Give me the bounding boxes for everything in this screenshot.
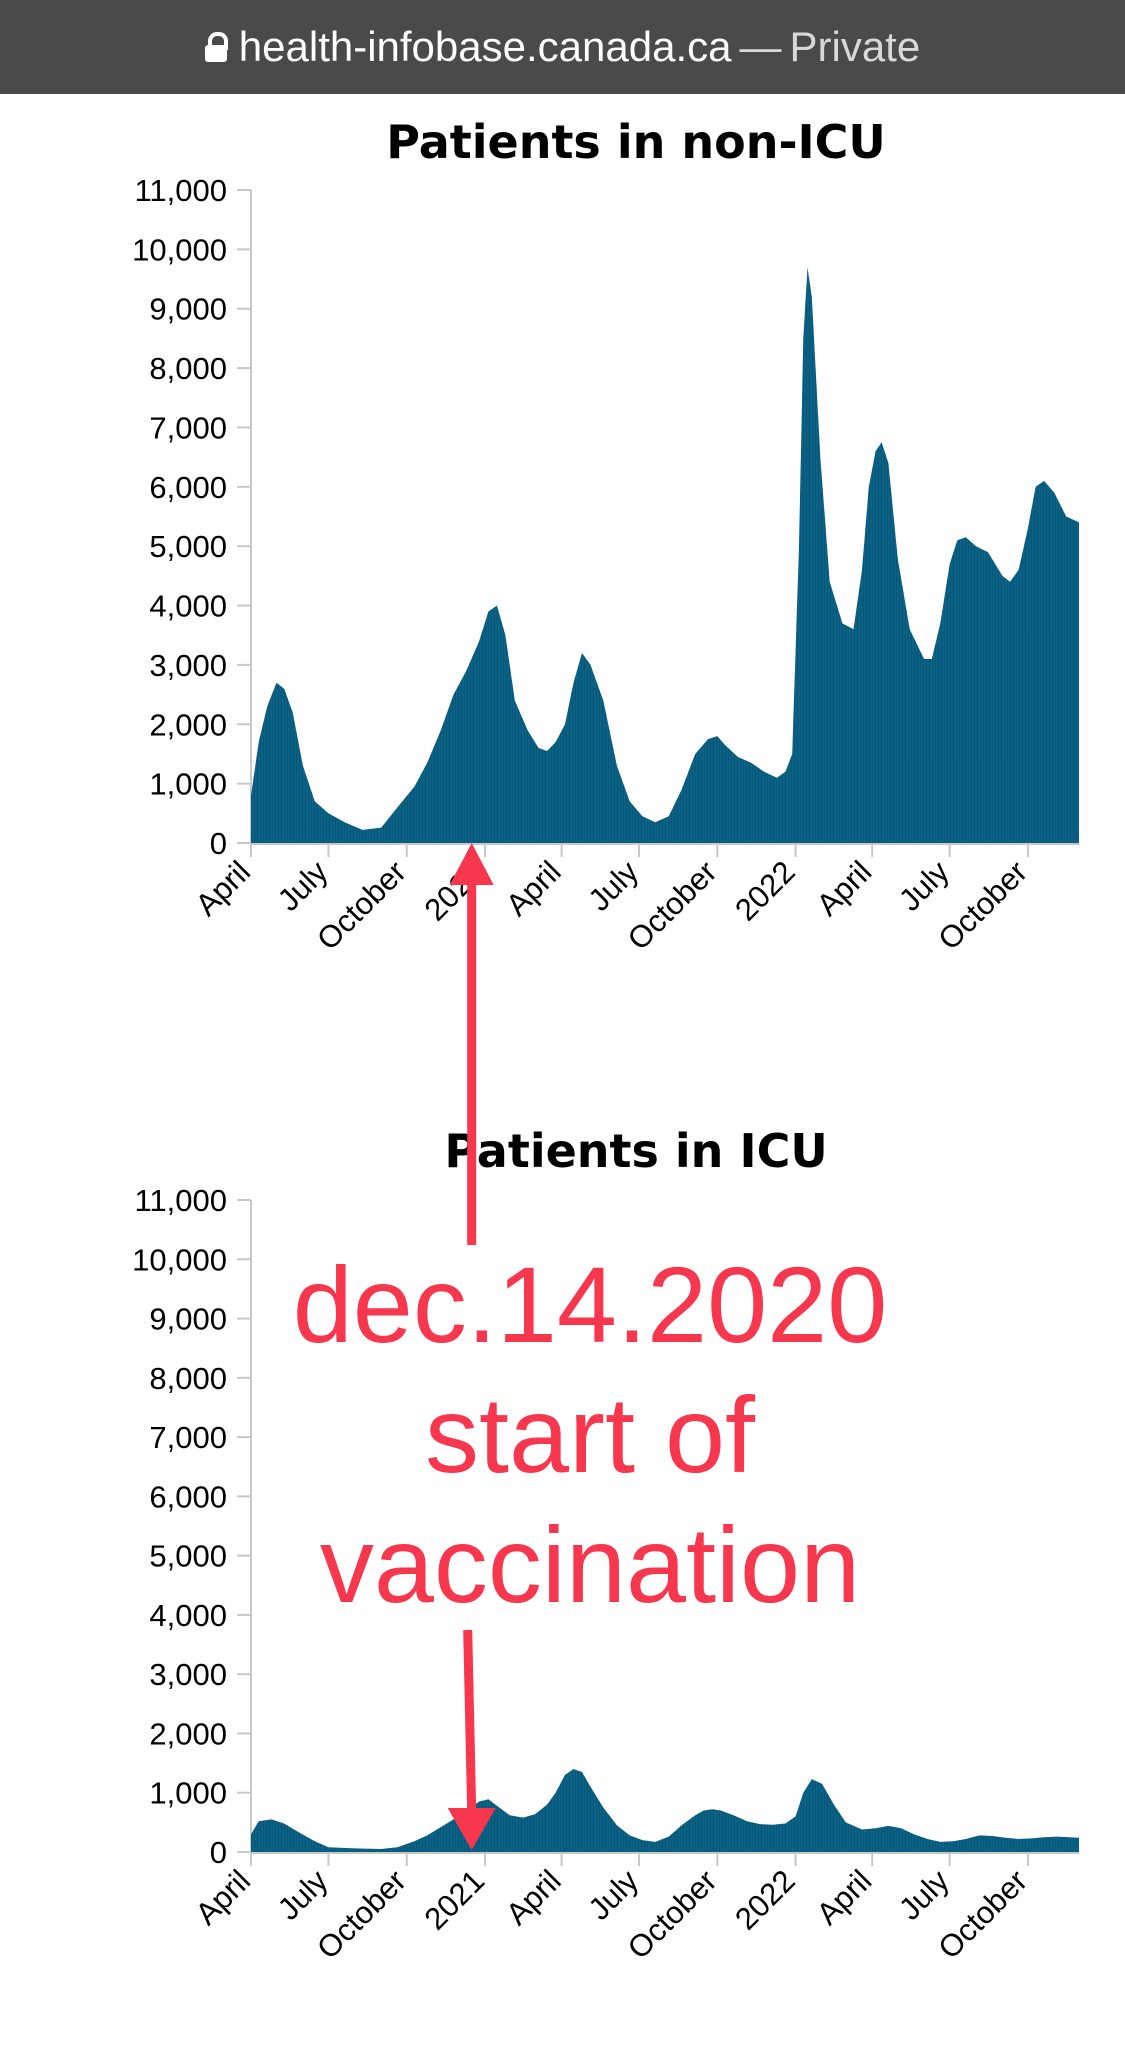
url-separator: —: [739, 23, 782, 70]
x-tick-label: April: [189, 1863, 258, 1932]
browser-address-bar[interactable]: health-infobase.canada.ca — Private: [0, 0, 1125, 94]
y-tick-label: 0: [210, 1835, 227, 1870]
y-tick-label: 3,000: [149, 1657, 227, 1692]
y-tick-label: 6,000: [149, 1479, 227, 1514]
chart-non-icu: Patients in non-ICU 0 1,000 2,000 3,000 4,00…: [132, 115, 1079, 957]
annotation-line-1: dec.14.2020: [292, 1244, 888, 1365]
arrow-down-head: [447, 1808, 496, 1850]
x-tick-label: July: [892, 854, 956, 918]
y-tick-label: 5,000: [149, 1539, 227, 1574]
x-tick-label: October: [621, 1863, 724, 1966]
y-tick-label: 7,000: [149, 410, 227, 445]
x-tick-label: April: [189, 854, 258, 923]
x-tick-label: October: [310, 854, 413, 957]
y-tick-label: 2,000: [149, 1716, 227, 1751]
series-area: [251, 1769, 1079, 1852]
y-tick-label: 0: [210, 826, 227, 861]
x-tick-label: July: [271, 854, 335, 918]
x-tick-label: October: [931, 1863, 1034, 1966]
x-tick-label: July: [892, 1863, 956, 1927]
arrow-down-shaft: [463, 1629, 477, 1813]
y-tick-label: 9,000: [149, 292, 227, 327]
x-tick-label: 2021: [418, 1863, 492, 1937]
arrow-up-head: [449, 843, 494, 885]
y-tick-label: 6,000: [149, 470, 227, 505]
x-tick-label: October: [310, 1863, 413, 1966]
y-tick-label: 1,000: [149, 767, 227, 802]
annotation-line-3: vaccination: [319, 1504, 861, 1625]
x-tick-label: April: [499, 1863, 568, 1932]
y-tick-label: 5,000: [149, 529, 227, 564]
vaccination-annotation: dec.14.2020 start of vaccination: [180, 1240, 1000, 1630]
x-tick-label: July: [271, 1863, 335, 1927]
x-tick-label: April: [810, 1863, 879, 1932]
y-tick-label: 8,000: [149, 351, 227, 386]
x-tick-label: April: [810, 854, 879, 923]
y-tick-label: 4,000: [149, 1598, 227, 1633]
y-tick-label: 8,000: [149, 1361, 227, 1396]
chart-title: Patients in ICU: [444, 1124, 827, 1178]
x-tick-label: October: [621, 854, 724, 957]
y-tick-label: 11,000: [134, 173, 227, 208]
x-tick-label: 2022: [728, 1863, 802, 1937]
y-tick-label: 10,000: [132, 1242, 227, 1277]
x-tick-label: October: [931, 854, 1034, 957]
url-domain: health-infobase.canada.ca: [238, 23, 732, 70]
vaccination-annotation-arrows: [447, 843, 496, 1850]
x-tick-label: July: [581, 854, 645, 918]
y-tick-label: 7,000: [149, 1420, 227, 1455]
x-tick-label: 2022: [728, 854, 802, 928]
y-tick-label: 2,000: [149, 707, 227, 742]
lock-icon: [204, 32, 228, 62]
x-tick-label: April: [499, 854, 568, 923]
x-tick-label: July: [581, 1863, 645, 1927]
y-tick-label: 4,000: [149, 589, 227, 624]
y-tick-label: 1,000: [149, 1776, 227, 1811]
private-mode-label: Private: [789, 23, 921, 70]
y-tick-label: 3,000: [149, 648, 227, 683]
y-tick-label: 9,000: [149, 1302, 227, 1337]
chart-title: Patients in non-ICU: [386, 115, 886, 169]
series-area: [251, 267, 1079, 843]
y-tick-label: 10,000: [132, 232, 227, 267]
y-tick-label: 11,000: [134, 1183, 227, 1218]
annotation-line-2: start of: [424, 1374, 756, 1495]
